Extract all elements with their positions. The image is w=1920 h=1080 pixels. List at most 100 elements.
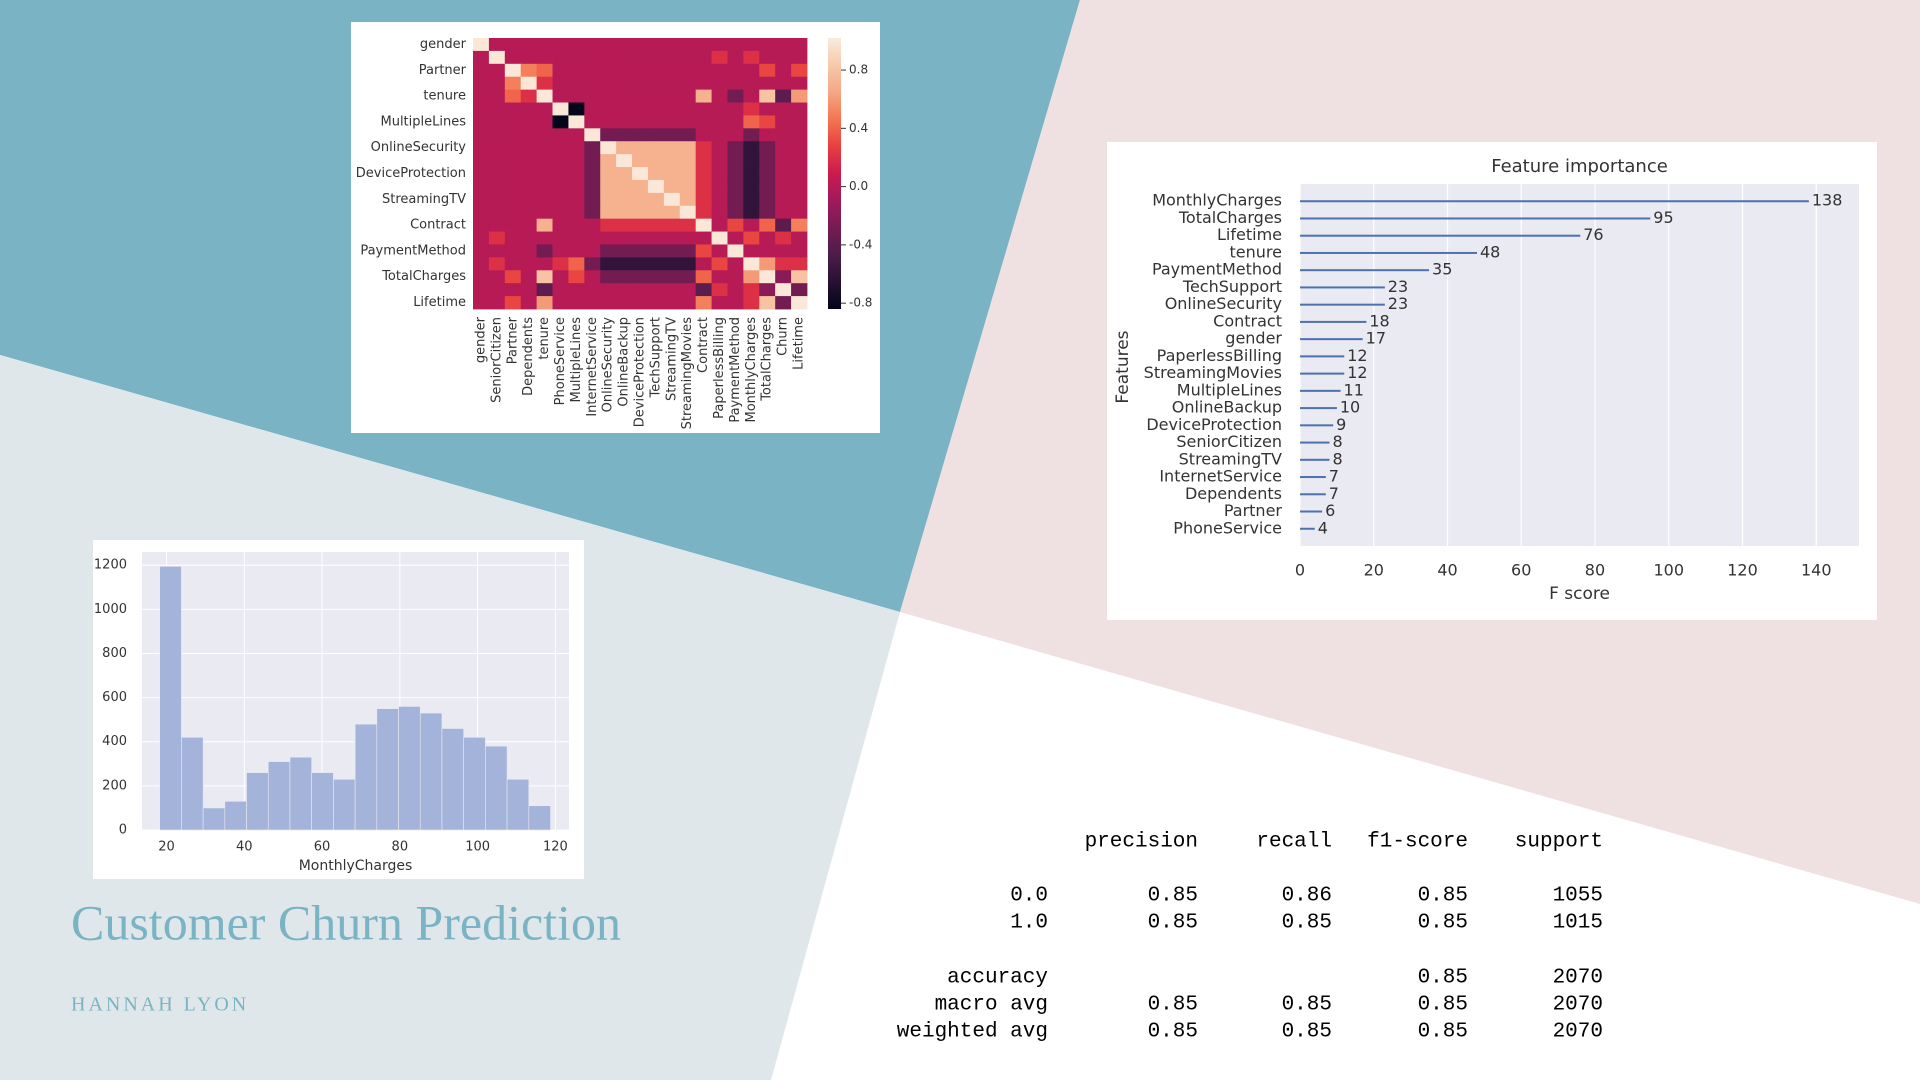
heatmap-cell: [600, 179, 617, 194]
heatmap-cell: [759, 102, 776, 116]
heatmap-cell: [695, 218, 712, 232]
heatmap-cell: [584, 296, 601, 310]
heatmap-cell: [584, 102, 601, 116]
heatmap-cell: [711, 154, 728, 168]
heatmap-cell: [663, 257, 681, 271]
bar: [1300, 441, 1330, 444]
histogram-bar: [528, 805, 551, 831]
category-label: Contract: [1213, 311, 1282, 330]
heatmap-cell: [520, 128, 538, 142]
heatmap-cell: [663, 192, 681, 207]
heatmap-cell: [647, 205, 665, 220]
heatmap-cell: [520, 218, 538, 232]
table-cell: 2070: [1553, 967, 1603, 990]
category-label: StreamingMovies: [1144, 363, 1282, 382]
heatmap-cell: [711, 38, 728, 52]
table-cell: 1055: [1553, 885, 1603, 908]
row-label: PaymentMethod: [360, 243, 466, 258]
heatmap-cell: [616, 89, 633, 103]
heatmap-cell: [679, 296, 697, 310]
row-label: OnlineSecurity: [371, 140, 467, 155]
column-label: MonthlyCharges: [744, 317, 759, 423]
heatmap-cell: [759, 38, 776, 52]
heatmap-cell: [552, 128, 569, 142]
heatmap-cell: [488, 257, 506, 271]
heatmap-cell: [775, 257, 792, 271]
heatmap-cell: [759, 192, 776, 207]
x-tick-label: 20: [1364, 561, 1384, 580]
column-label: PaperlessBilling: [712, 317, 727, 419]
heatmap-cell: [695, 102, 712, 116]
heatmap-cell: [727, 296, 744, 310]
heatmap-cell: [488, 218, 506, 232]
heatmap-cell: [473, 296, 490, 310]
heatmap-cell: [663, 38, 681, 52]
colorbar-tick-label: -0.8: [849, 296, 872, 310]
bar: [1300, 372, 1345, 375]
heatmap-cell: [663, 63, 681, 78]
heatmap-cell: [711, 89, 728, 103]
bar: [1300, 338, 1363, 341]
heatmap-cell: [759, 244, 776, 258]
heatmap-cell: [568, 270, 585, 284]
heatmap-cell: [600, 218, 617, 232]
heatmap-cell: [775, 102, 792, 116]
data-label: 6: [1325, 501, 1335, 520]
heatmap-cell: [791, 257, 808, 271]
heatmap-cell: [568, 115, 585, 129]
data-label: 10: [1340, 398, 1360, 417]
heatmap-cell: [775, 38, 792, 52]
column-label: tenure: [537, 317, 552, 360]
heatmap-cell: [600, 270, 617, 284]
heatmap-cell: [552, 63, 569, 78]
heatmap-cell: [600, 115, 617, 129]
heatmap-cell: [568, 141, 585, 155]
heatmap-cell: [536, 179, 553, 194]
data-label: 7: [1329, 484, 1339, 503]
heatmap-cell: [616, 50, 633, 65]
y-tick-label: 600: [102, 690, 127, 705]
heatmap-cell: [488, 38, 506, 52]
heatmap-cell: [552, 257, 569, 271]
y-tick-label: 1200: [94, 558, 127, 573]
heatmap-cell: [616, 167, 633, 181]
heatmap-cell: [488, 50, 506, 65]
heatmap-cell: [695, 154, 712, 168]
heatmap-cell: [473, 270, 490, 284]
heatmap-cell: [552, 38, 569, 52]
bar: [1300, 407, 1337, 410]
table-cell: macro avg: [935, 994, 1048, 1017]
heatmap-cell: [663, 205, 681, 220]
heatmap-cell: [520, 179, 538, 194]
colorbar-tick-label: 0.8: [849, 63, 868, 77]
heatmap-cell: [488, 167, 506, 181]
heatmap-cell: [600, 205, 617, 220]
heatmap-cell: [727, 270, 744, 284]
heatmap-cell: [679, 89, 697, 103]
heatmap-cell: [791, 179, 808, 194]
heatmap-cell: [488, 115, 506, 129]
heatmap-cell: [695, 270, 712, 284]
heatmap-cell: [600, 102, 617, 116]
heatmap-cell: [775, 63, 792, 78]
bar: [1300, 527, 1315, 530]
heatmap-cell: [759, 115, 776, 129]
heatmap-cell: [488, 89, 506, 103]
heatmap-cell: [647, 192, 665, 207]
heatmap-cell: [632, 76, 649, 91]
heatmap-cell: [473, 167, 490, 181]
heatmap-cell: [695, 76, 712, 91]
heatmap-cell: [695, 244, 712, 258]
heatmap-cell: [616, 192, 633, 207]
bar: [1300, 217, 1651, 220]
heatmap-cell: [791, 102, 808, 116]
heatmap-cell: [743, 89, 760, 103]
heatmap-cell: [536, 115, 553, 129]
column-label: InternetService: [585, 317, 600, 417]
heatmap-cell: [473, 115, 490, 129]
histogram-bar: [333, 778, 356, 831]
heatmap-cell: [520, 89, 538, 103]
category-label: StreamingTV: [1179, 449, 1282, 468]
heatmap-cell: [695, 205, 712, 220]
heatmap-cell: [520, 283, 538, 297]
